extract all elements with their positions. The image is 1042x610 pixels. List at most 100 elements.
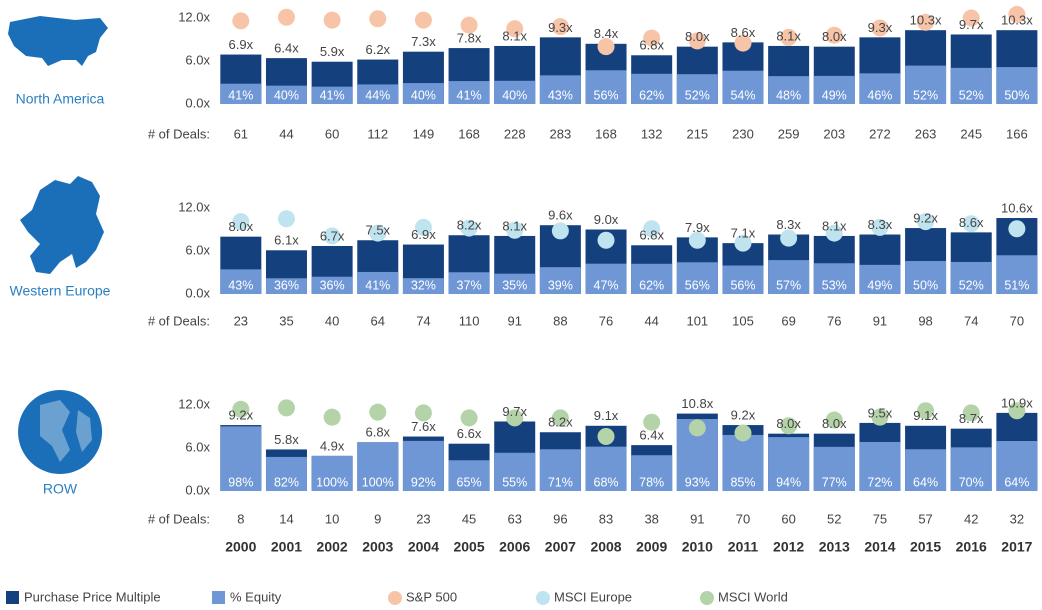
equity-bar xyxy=(859,441,901,491)
x-tick-label: 2013 xyxy=(819,539,850,555)
index-dot xyxy=(1008,402,1026,420)
equity-bar xyxy=(311,276,353,294)
index-dot xyxy=(643,220,661,238)
index-dot xyxy=(688,419,706,437)
multiple-label: 6.2x xyxy=(365,42,390,57)
multiple-label: 8.7x xyxy=(959,411,984,426)
index-dot xyxy=(871,408,889,426)
index-dot xyxy=(962,404,980,422)
multiple-label: 7.3x xyxy=(411,34,436,49)
index-dot xyxy=(597,428,615,446)
multiple-label: 7.9x xyxy=(685,220,710,235)
deals-count: 112 xyxy=(367,126,388,141)
equity-bar xyxy=(996,255,1038,294)
x-tick-label: 2016 xyxy=(956,539,987,555)
y-tick-label: 6.0x xyxy=(185,52,210,67)
index-dot xyxy=(460,409,478,427)
deals-count: 10 xyxy=(325,511,339,526)
multiple-label: 9.2x xyxy=(229,408,254,423)
equity-bar xyxy=(402,83,444,104)
multiple-label: 9.7x xyxy=(959,17,984,32)
equity-label: 49% xyxy=(822,88,847,102)
index-dot xyxy=(780,417,798,435)
equity-bar xyxy=(357,84,399,104)
world-land xyxy=(40,400,92,462)
multiple-label: 7.6x xyxy=(411,419,436,434)
equity-label: 92% xyxy=(411,475,436,489)
multiple-label: 6.8x xyxy=(639,228,664,243)
deals-count: 60 xyxy=(325,126,339,141)
x-tick-label: 2002 xyxy=(317,539,348,555)
equity-bar xyxy=(220,269,262,294)
deals-count: 75 xyxy=(873,511,887,526)
multiple-label: 8.1x xyxy=(502,218,527,233)
index-dot xyxy=(414,218,432,236)
deals-count: 263 xyxy=(915,126,937,141)
index-dot xyxy=(414,404,432,422)
multiple-label: 8.2x xyxy=(548,415,573,430)
index-dot xyxy=(506,221,524,239)
deals-count: 203 xyxy=(823,126,845,141)
multiple-label: 6.9x xyxy=(411,227,436,242)
deals-count: 166 xyxy=(1006,126,1028,141)
equity-bar xyxy=(357,271,399,294)
index-dot xyxy=(688,231,706,249)
multiple-label: 6.4x xyxy=(639,428,664,443)
equity-bar xyxy=(813,75,855,104)
equity-label: 50% xyxy=(913,278,938,292)
index-dot xyxy=(551,409,569,427)
x-tick-label: 2010 xyxy=(682,539,713,555)
index-dot xyxy=(871,218,889,236)
index-dot xyxy=(232,400,250,418)
x-tick-label: 2006 xyxy=(499,539,530,555)
equity-label: 77% xyxy=(822,475,847,489)
index-dot xyxy=(277,8,295,26)
deals-count: 45 xyxy=(462,511,476,526)
x-tick-label: 2015 xyxy=(910,539,941,555)
deals-count: 60 xyxy=(781,511,795,526)
legend-label: MSCI World xyxy=(718,589,788,604)
equity-bar xyxy=(768,260,810,294)
equity-bar xyxy=(585,70,627,104)
equity-bar xyxy=(585,446,627,491)
multiple-label: 8.6x xyxy=(959,215,984,230)
deals-count: 259 xyxy=(778,126,800,141)
deals-count: 76 xyxy=(827,313,841,328)
index-dot xyxy=(780,28,798,46)
equity-bar xyxy=(631,73,673,104)
equity-bar xyxy=(448,272,490,294)
equity-label: 40% xyxy=(411,88,436,102)
equity-label: 49% xyxy=(867,278,892,292)
equity-bar xyxy=(539,267,581,294)
deals-count: 149 xyxy=(413,126,435,141)
index-dot xyxy=(323,227,341,245)
multiple-label: 8.6x xyxy=(731,25,756,40)
legend-label: Purchase Price Multiple xyxy=(24,589,161,604)
region-label: Western Europe xyxy=(10,283,111,299)
equity-label: 70% xyxy=(959,475,984,489)
index-dot xyxy=(917,13,935,31)
deals-count: 215 xyxy=(686,126,708,141)
y-tick-label: 12.0x xyxy=(178,9,210,24)
multiple-label: 8.1x xyxy=(776,28,801,43)
x-tick-label: 2004 xyxy=(408,539,439,555)
multiple-label: 9.0x xyxy=(594,212,619,227)
deals-count: 9 xyxy=(374,511,381,526)
deals-count: 76 xyxy=(599,313,613,328)
equity-bar xyxy=(950,447,992,491)
equity-label: 43% xyxy=(548,88,573,102)
equity-label: 57% xyxy=(776,278,801,292)
legend-swatch xyxy=(700,591,714,605)
multiple-label: 6.6x xyxy=(457,426,482,441)
deals-count: 230 xyxy=(732,126,754,141)
deals-count: 23 xyxy=(234,313,248,328)
index-dot xyxy=(414,11,432,29)
multiple-label: 6.8x xyxy=(639,38,664,53)
multiple-label: 5.8x xyxy=(274,432,299,447)
multiple-label: 6.4x xyxy=(274,41,299,56)
equity-bar xyxy=(905,65,947,104)
x-tick-label: 2000 xyxy=(225,539,256,555)
multiple-label: 7.8x xyxy=(457,31,482,46)
multiple-label: 8.1x xyxy=(502,28,527,43)
